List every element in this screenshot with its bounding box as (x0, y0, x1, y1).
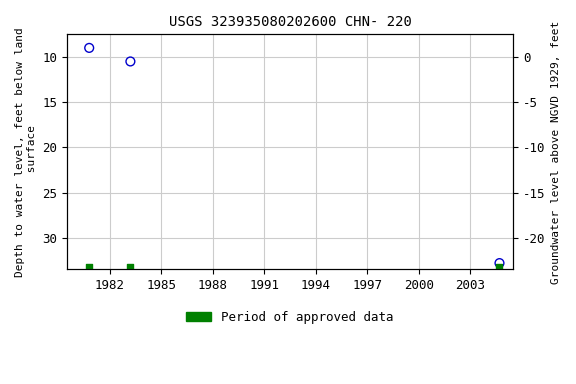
Point (85, 45, 94, 51)
Point (495, 264, 504, 270)
Y-axis label: Depth to water level, feet below land
 surface: Depth to water level, feet below land su… (15, 27, 37, 277)
Point (126, 264, 135, 270)
Y-axis label: Groundwater level above NGVD 1929, feet: Groundwater level above NGVD 1929, feet (551, 20, 561, 283)
Title: USGS 323935080202600 CHN- 220: USGS 323935080202600 CHN- 220 (169, 15, 411, 29)
Point (495, 260, 504, 266)
Point (85, 264, 94, 270)
Legend: Period of approved data: Period of approved data (181, 306, 399, 329)
Point (126, 58, 135, 65)
